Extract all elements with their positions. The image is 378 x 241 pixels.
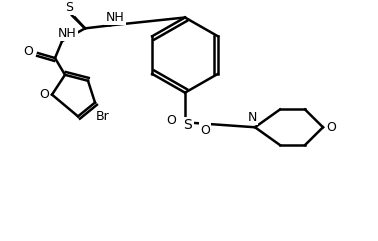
Text: NH: NH: [105, 11, 124, 24]
Text: Br: Br: [96, 110, 110, 123]
Text: O: O: [23, 45, 33, 58]
Text: NH: NH: [57, 27, 76, 40]
Text: O: O: [326, 121, 336, 134]
Text: N: N: [247, 111, 257, 124]
Text: O: O: [200, 124, 210, 137]
Text: O: O: [39, 88, 49, 101]
Text: S: S: [65, 1, 73, 14]
Text: O: O: [166, 114, 176, 127]
Text: S: S: [184, 118, 192, 132]
